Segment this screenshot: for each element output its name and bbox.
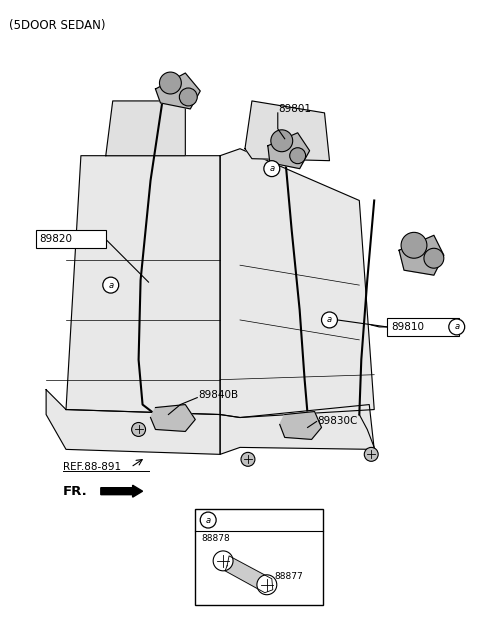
Text: 88877: 88877 xyxy=(275,572,303,582)
Text: a: a xyxy=(269,164,275,173)
Polygon shape xyxy=(46,389,220,454)
Bar xyxy=(387,318,459,336)
Circle shape xyxy=(401,232,427,259)
Polygon shape xyxy=(268,133,310,169)
Circle shape xyxy=(180,88,197,106)
Text: REF.88-891: REF.88-891 xyxy=(63,463,121,472)
Circle shape xyxy=(364,448,378,461)
Text: a: a xyxy=(205,516,211,525)
Bar xyxy=(195,509,323,604)
Polygon shape xyxy=(225,556,273,593)
Circle shape xyxy=(132,422,145,436)
Text: a: a xyxy=(108,281,113,290)
Polygon shape xyxy=(220,149,374,417)
Circle shape xyxy=(257,575,277,595)
Circle shape xyxy=(213,551,233,571)
Polygon shape xyxy=(156,73,200,109)
Polygon shape xyxy=(280,412,322,440)
Polygon shape xyxy=(220,405,374,454)
Text: 89840B: 89840B xyxy=(198,389,239,400)
Circle shape xyxy=(103,277,119,293)
Circle shape xyxy=(264,161,280,177)
FancyArrow shape xyxy=(101,485,143,497)
Circle shape xyxy=(424,248,444,268)
Bar xyxy=(36,231,106,248)
Text: (5DOOR SEDAN): (5DOOR SEDAN) xyxy=(9,19,106,32)
Text: 89801: 89801 xyxy=(278,104,311,114)
Circle shape xyxy=(449,319,465,335)
Polygon shape xyxy=(66,156,220,415)
Polygon shape xyxy=(399,236,444,275)
Circle shape xyxy=(271,130,293,152)
Text: 88878: 88878 xyxy=(201,534,230,543)
Text: a: a xyxy=(454,322,459,332)
Circle shape xyxy=(159,72,181,94)
Text: 89810: 89810 xyxy=(391,322,424,332)
Text: 89820: 89820 xyxy=(39,234,72,244)
Circle shape xyxy=(200,512,216,528)
Polygon shape xyxy=(245,101,329,161)
Text: 89830C: 89830C xyxy=(318,417,358,427)
Circle shape xyxy=(241,453,255,466)
Circle shape xyxy=(290,148,306,164)
Text: a: a xyxy=(327,316,332,324)
Polygon shape xyxy=(106,101,185,156)
Polygon shape xyxy=(151,405,195,432)
Text: FR.: FR. xyxy=(63,485,88,498)
Circle shape xyxy=(322,312,337,328)
